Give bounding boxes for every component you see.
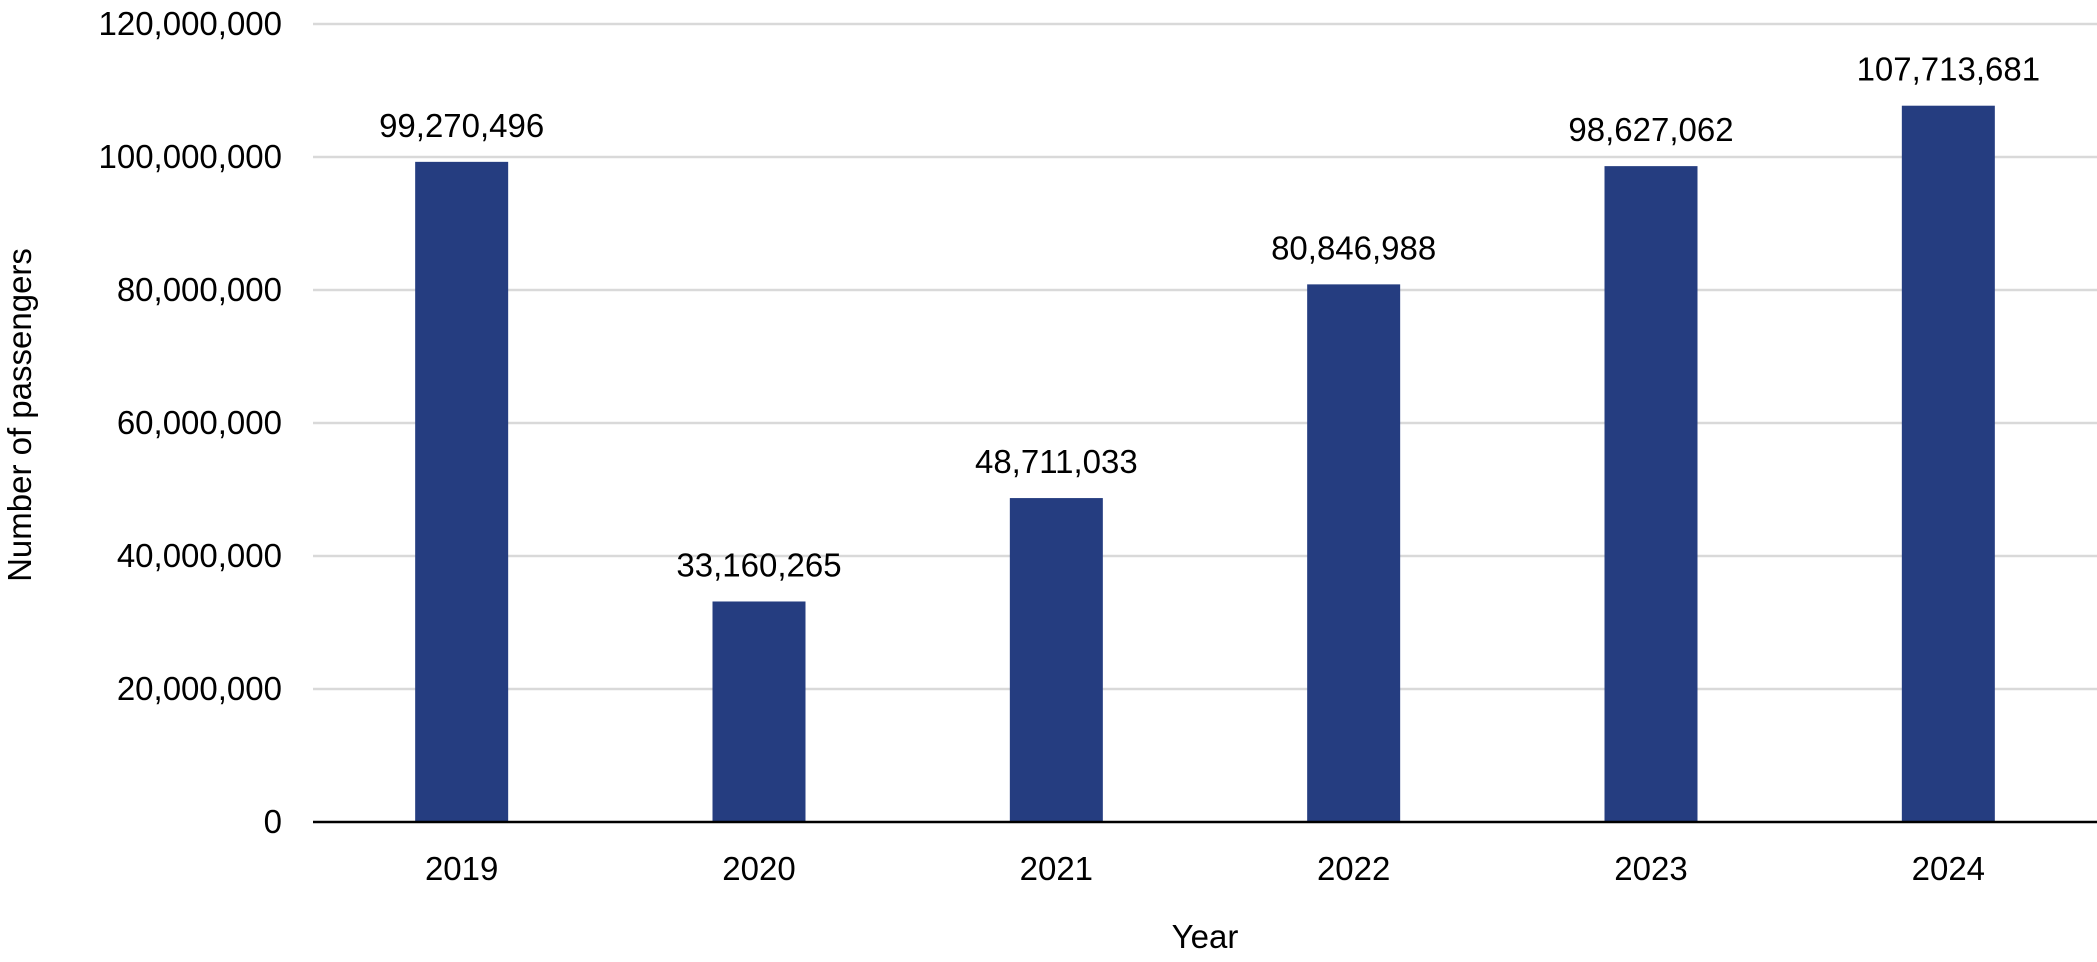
- y-tick-label: 40,000,000: [117, 537, 282, 574]
- bar: [1604, 166, 1698, 823]
- x-axis-ticks: 2019 2020 2021 2022 2023 2024: [425, 850, 1985, 887]
- data-label: 107,713,681: [1857, 51, 2041, 88]
- y-tick-label: 0: [264, 803, 282, 840]
- y-tick-label: 100,000,000: [98, 138, 282, 175]
- y-tick-label: 60,000,000: [117, 404, 282, 441]
- x-tick-label: 2023: [1614, 850, 1687, 887]
- bar: [1901, 105, 1995, 822]
- bars: [415, 105, 1995, 823]
- y-axis-title: Number of passengers: [1, 248, 38, 582]
- y-axis-ticks: 0 20,000,000 40,000,000 60,000,000 80,000,00…: [98, 5, 282, 840]
- gridlines: [313, 22, 2097, 691]
- x-tick-label: 2021: [1020, 850, 1093, 887]
- x-tick-label: 2024: [1912, 850, 1985, 887]
- y-tick-label: 20,000,000: [117, 670, 282, 707]
- y-tick-label: 120,000,000: [98, 5, 282, 42]
- data-label: 33,160,265: [676, 546, 841, 583]
- bar: [712, 601, 806, 822]
- x-tick-label: 2019: [425, 850, 498, 887]
- data-label: 80,846,988: [1271, 229, 1436, 266]
- data-label: 98,627,062: [1568, 111, 1733, 148]
- y-tick-label: 80,000,000: [117, 271, 282, 308]
- x-tick-label: 2020: [722, 850, 795, 887]
- data-label: 99,270,496: [379, 107, 544, 144]
- data-labels: 99,270,496 33,160,265 48,711,033 80,846,988…: [379, 51, 2040, 584]
- bar: [1307, 284, 1401, 822]
- x-tick-label: 2022: [1317, 850, 1390, 887]
- data-label: 48,711,033: [975, 443, 1138, 480]
- bar: [415, 161, 509, 822]
- bar: [1009, 498, 1103, 822]
- x-axis-title: Year: [1172, 918, 1239, 955]
